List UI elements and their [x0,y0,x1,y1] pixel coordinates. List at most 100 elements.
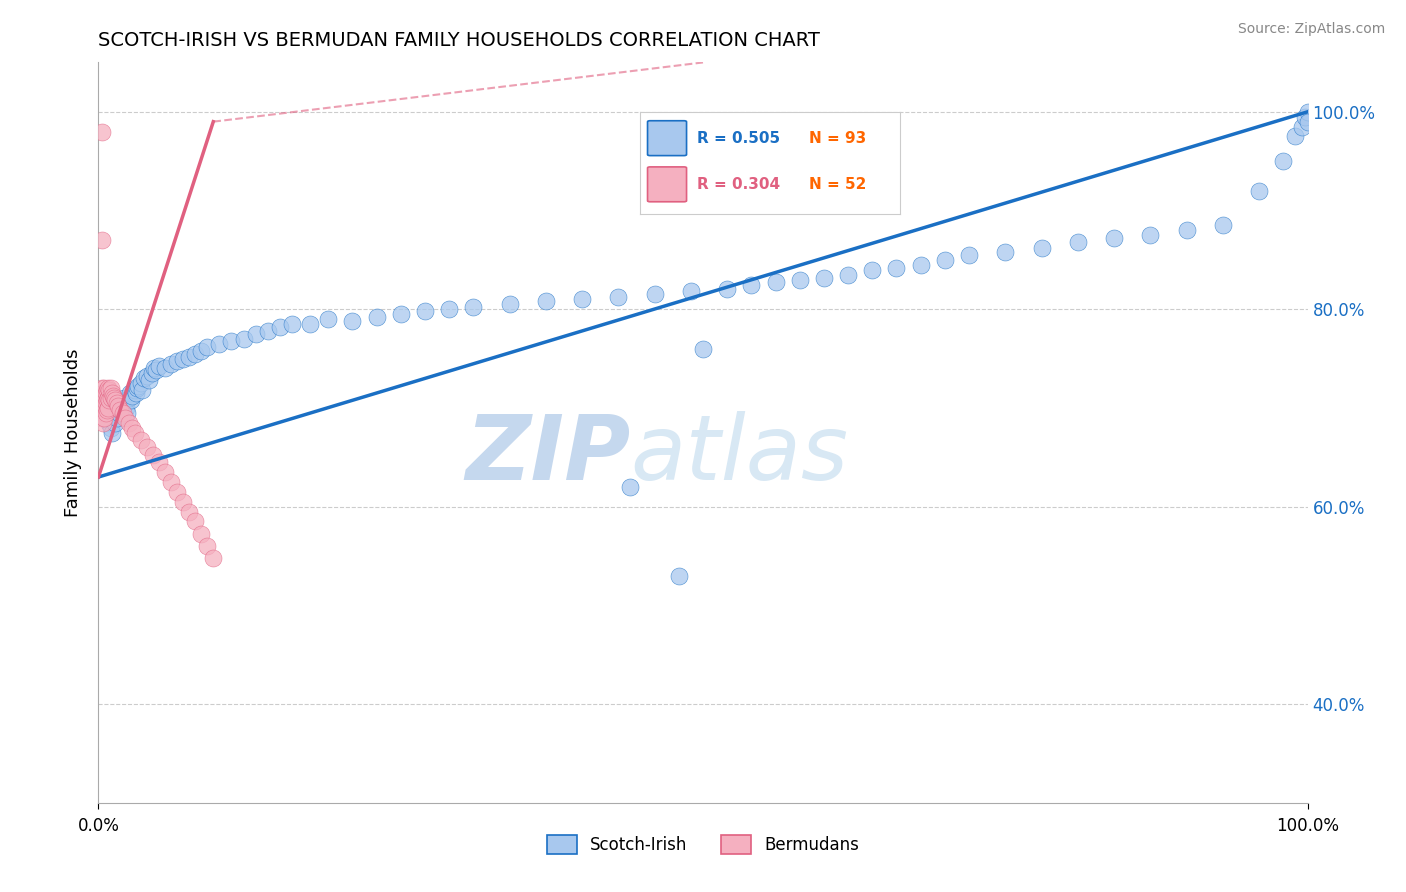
Point [716,283,738,297]
Point [135,441,157,455]
Text: atlas: atlas [630,411,848,499]
Point [413,304,436,318]
Point [96,401,118,415]
Point [141,367,163,381]
Point [1212,219,1234,233]
Point [342,314,364,328]
Point [121,420,143,434]
Point [166,353,188,368]
Point [100,391,122,405]
Point [129,376,152,391]
Point [107,401,129,415]
Point [366,310,388,325]
FancyBboxPatch shape [648,120,686,155]
Point [91,124,114,138]
Point [607,290,630,304]
Point [1291,120,1313,134]
Point [160,357,183,371]
Point [1067,235,1090,249]
Point [108,403,131,417]
Point [108,406,131,420]
Point [245,326,267,341]
Point [114,396,136,410]
Point [886,260,908,275]
Point [232,332,254,346]
Point [1296,104,1319,119]
Point [463,300,485,314]
Point [1102,231,1125,245]
Point [101,389,124,403]
Point [117,406,139,420]
Point [98,392,121,407]
Point [107,399,129,413]
Point [104,416,127,430]
Text: N = 93: N = 93 [808,130,866,145]
Point [934,252,956,267]
Point [534,294,557,309]
Point [100,386,122,401]
Point [94,396,117,410]
Point [120,392,142,407]
Point [91,391,114,405]
Text: SCOTCH-IRISH VS BERMUDAN FAMILY HOUSEHOLDS CORRELATION CHART: SCOTCH-IRISH VS BERMUDAN FAMILY HOUSEHOL… [98,30,820,50]
Point [114,410,136,425]
Y-axis label: Family Households: Family Households [63,349,82,516]
Point [97,381,120,395]
Point [1296,114,1319,128]
Point [98,416,121,430]
Point [91,416,114,430]
Point [644,287,666,301]
Point [96,403,118,417]
Point [281,317,304,331]
Point [195,539,218,553]
Legend: Scotch-Irish, Bermudans: Scotch-Irish, Bermudans [540,829,866,861]
Point [184,346,207,360]
Point [111,399,134,413]
Point [112,391,135,405]
Point [91,233,114,247]
Point [108,396,131,410]
Point [148,359,170,374]
Point [110,403,132,417]
Point [179,505,201,519]
Point [100,420,122,434]
Point [208,336,231,351]
Point [91,386,114,401]
Text: R = 0.304: R = 0.304 [697,177,780,192]
Point [153,361,176,376]
Point [221,334,243,348]
Point [679,285,702,299]
Text: N = 52: N = 52 [808,177,866,192]
Point [91,410,114,425]
Point [111,406,134,420]
Point [93,381,115,395]
Point [134,371,156,385]
Point [93,391,115,405]
Point [1175,223,1198,237]
Point [91,401,114,415]
Point [135,369,157,384]
Point [957,248,980,262]
Point [389,307,412,321]
Point [195,340,218,354]
Point [101,406,124,420]
Point [765,275,787,289]
Point [97,401,120,415]
Point [1249,184,1271,198]
Point [172,351,194,366]
Point [184,515,207,529]
Point [118,386,141,401]
Point [97,391,120,405]
Point [103,391,125,405]
Point [91,406,114,420]
Point [148,455,170,469]
Point [105,410,128,425]
Point [118,416,141,430]
Point [131,383,153,397]
Point [190,343,212,358]
Point [1031,241,1053,255]
Point [740,277,762,292]
Point [437,302,460,317]
Point [127,379,149,393]
Point [837,268,859,282]
